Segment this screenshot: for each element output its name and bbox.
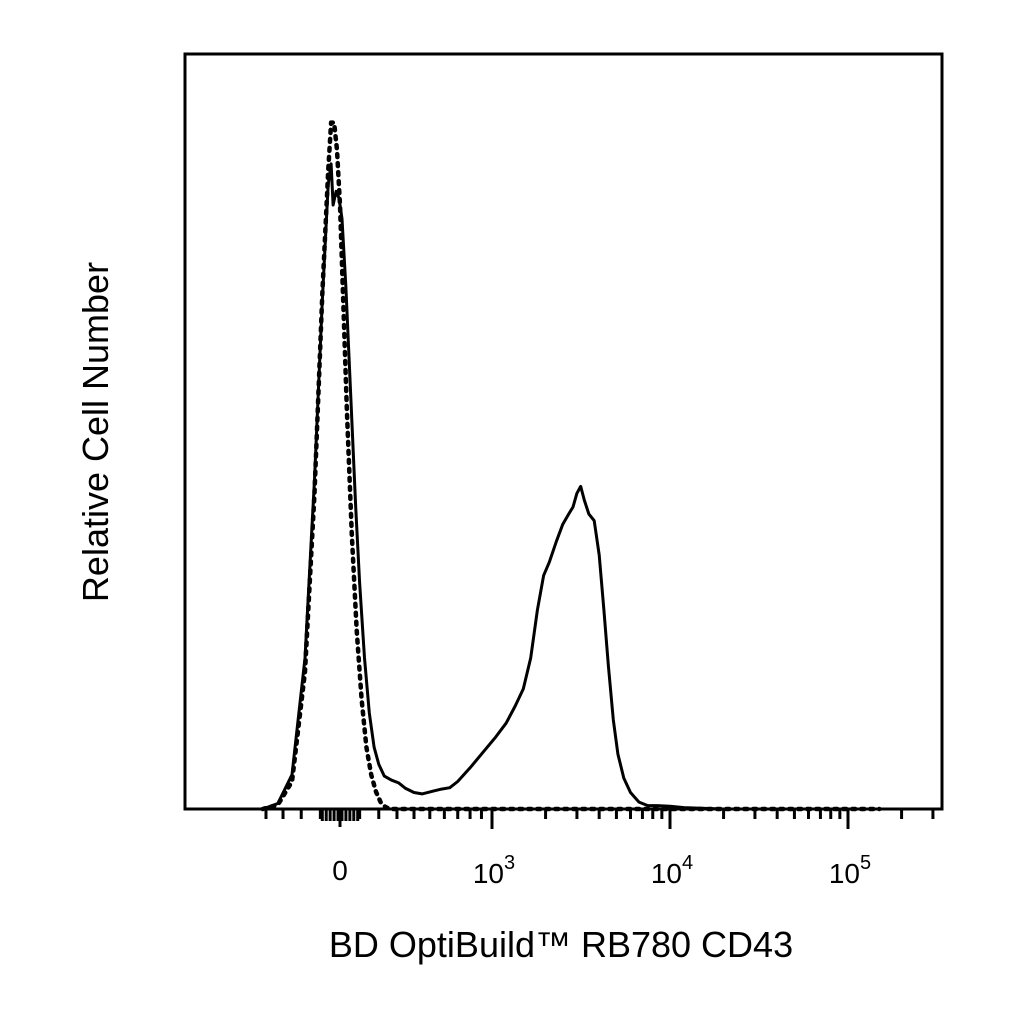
series-line-dotted [260,120,882,812]
x-tick-label: 104 [651,852,693,889]
plot-frame [183,52,944,811]
x-axis-ticks [264,809,935,829]
series-line-solid [262,162,880,811]
series-layer [260,120,882,812]
x-tick-label: 103 [473,852,515,889]
x-tick-label: 105 [829,852,871,889]
y-axis-label: Relative Cell Number [75,262,116,602]
x-axis-tick-labels: 0 103 104 105 [332,852,871,889]
x-axis-label: BD OptiBuild™ RB780 CD43 [329,924,793,965]
x-tick-label: 0 [332,855,348,886]
